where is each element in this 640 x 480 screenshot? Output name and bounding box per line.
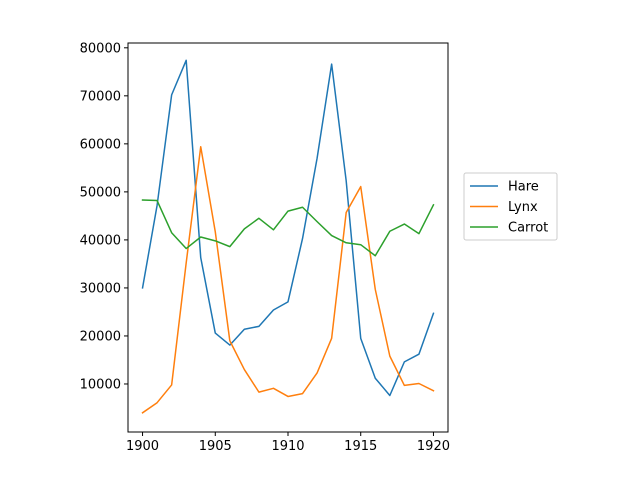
x-tick-label: 1915 — [344, 439, 377, 454]
series-line-lynx — [141, 145, 435, 414]
legend-frame — [463, 172, 558, 241]
y-tick-label: 10000 — [80, 377, 121, 392]
y-tick-label: 20000 — [80, 329, 121, 344]
y-tick-label: 30000 — [80, 281, 121, 296]
axis-ticks: 1900 1905 1910 1915 1920 10000 20000 30000 40000… — [80, 41, 450, 454]
y-tick-label: 70000 — [80, 89, 121, 104]
legend-label-lynx: Lynx — [508, 200, 538, 215]
x-tick-label: 1910 — [271, 439, 304, 454]
y-tick-label: 40000 — [80, 233, 121, 248]
series-lines — [141, 59, 435, 414]
y-tick-label: 80000 — [80, 41, 121, 56]
x-tick-label: 1900 — [126, 439, 159, 454]
series-line-hare — [141, 59, 435, 397]
legend-label-carrot: Carrot — [508, 221, 548, 236]
x-tick-label: 1920 — [417, 439, 450, 454]
legend-label-hare: Hare — [508, 180, 539, 195]
x-tick-label: 1905 — [199, 439, 232, 454]
y-tick-label: 60000 — [80, 137, 121, 152]
y-tick-label: 50000 — [80, 185, 121, 200]
legend: Hare Lynx Carrot — [463, 172, 558, 241]
series-line-carrot — [141, 199, 435, 257]
plot-frame — [127, 42, 449, 433]
